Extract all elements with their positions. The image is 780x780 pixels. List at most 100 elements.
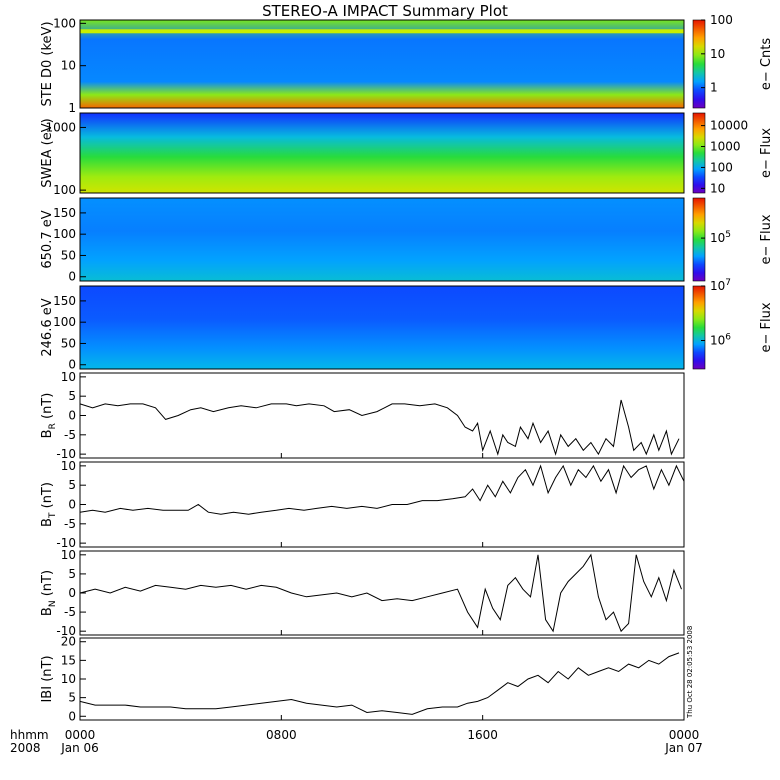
y-tick-label: 0 <box>68 586 76 600</box>
y-axis-label: IBI (nT) <box>40 655 55 702</box>
colorbar-tick-label: 10 <box>710 47 725 61</box>
colorbar-tick-label: 105 <box>710 230 731 245</box>
y-tick-label: 50 <box>61 336 76 350</box>
y-axis-label-symbol: B <box>40 518 55 527</box>
colorbar-label: e− Flux <box>759 302 774 352</box>
y-axis-label: STE D0 (keV) <box>40 21 55 106</box>
colorbar-label: e− Flux <box>759 214 774 264</box>
y-tick-label: 0 <box>68 409 76 423</box>
y-tick-label: 5 <box>68 389 76 403</box>
y-tick-label: 5 <box>68 478 76 492</box>
y-tick-label: 5 <box>68 691 76 705</box>
y-tick-label: 0 <box>68 498 76 512</box>
y-axis-label-unit: (nT) <box>40 655 55 685</box>
x-tick-label-date: Jan 07 <box>664 741 703 755</box>
y-axis-label-unit: (nT) <box>40 570 55 600</box>
y-tick-label: 10 <box>61 459 76 473</box>
y-tick-label: 0 <box>68 709 76 723</box>
x-tick-label-date: Jan 06 <box>60 741 99 755</box>
colorbar <box>692 19 706 109</box>
field-series-line <box>79 464 685 515</box>
colorbar-tick-label: 100 <box>710 160 733 174</box>
y-tick-label: 150 <box>53 294 76 308</box>
y-tick-label: -5 <box>64 605 76 619</box>
y-axis-label: 246.6 eV <box>40 298 55 356</box>
panel-frame <box>79 112 685 194</box>
y-tick-label: 1000 <box>45 120 76 134</box>
colorbar-label: e− Cnts <box>759 38 774 90</box>
y-tick-label: 1 <box>68 101 76 115</box>
colorbar-tick-label: 1000 <box>710 140 741 154</box>
colorbar-tick-label: 10000 <box>710 119 748 133</box>
y-tick-label: 150 <box>53 206 76 220</box>
spectrogram-channel-band <box>80 29 684 34</box>
colorbar-tick-label-exponent: 7 <box>725 278 731 288</box>
y-axis-label-subscript: T <box>48 512 58 519</box>
line-panel-4: 0 5 10 15 20 IBI (nT) <box>40 635 685 723</box>
y-tick-label: 100 <box>53 16 76 30</box>
y-axis-label-unit: (nT) <box>40 393 55 423</box>
y-tick-label: 10 <box>61 370 76 384</box>
y-tick-label: -10 <box>56 447 76 461</box>
y-axis-label-unit: (nT) <box>40 482 55 512</box>
colorbar <box>692 197 706 282</box>
y-axis-label: BT (nT) <box>40 482 58 527</box>
colorbar-tick-label: 10 <box>710 181 725 195</box>
y-tick-label: 15 <box>61 653 76 667</box>
y-axis-label-subscript: N <box>48 600 58 607</box>
spectrogram-field <box>80 113 684 193</box>
x-axis-label-year: 2008 <box>10 741 41 755</box>
x-axis-label-hhmm: hhmm <box>10 728 49 742</box>
spectrogram-field <box>80 286 684 369</box>
y-axis-label-symbol: IBI <box>40 686 55 703</box>
colorbar-tick-label-exponent: 6 <box>725 333 731 343</box>
panel-frame <box>79 461 685 548</box>
field-series-line <box>79 399 680 456</box>
y-axis-label: BR (nT) <box>40 393 58 439</box>
y-tick-label: 10 <box>61 548 76 562</box>
panel-frame <box>79 550 685 636</box>
x-tick-label-time: 0000 <box>669 728 700 742</box>
y-axis-label-symbol: B <box>40 607 55 616</box>
y-tick-label: 10 <box>61 672 76 686</box>
spectrogram-field <box>80 20 684 108</box>
field-series-line <box>79 553 682 633</box>
y-tick-label: 50 <box>61 248 76 262</box>
y-axis-label: 650.7 eV <box>40 210 55 268</box>
panel-frame <box>79 197 685 282</box>
x-tick-label-time: 0000 <box>65 728 96 742</box>
y-axis-label-symbol: B <box>40 429 55 438</box>
generation-timestamp: Thu Oct 28 02:05:53 2008 <box>686 626 694 719</box>
y-axis-label-subscript: R <box>48 423 58 429</box>
panel-frame <box>79 637 685 721</box>
panel-frame <box>79 285 685 370</box>
panel-frame <box>79 372 685 459</box>
y-tick-label: -10 <box>56 624 76 638</box>
colorbar-tick-label: 106 <box>710 333 731 348</box>
y-tick-label: 100 <box>53 183 76 197</box>
y-axis-label: SWEA (eV) <box>40 118 55 187</box>
y-tick-label: 20 <box>61 635 76 649</box>
y-axis-label: BN (nT) <box>40 570 58 616</box>
colorbar-label: e− Flux <box>759 128 774 178</box>
y-tick-label: 5 <box>68 567 76 581</box>
y-tick-label: 0 <box>68 358 76 372</box>
y-tick-label: -5 <box>64 428 76 442</box>
colorbar-tick-label: 100 <box>710 13 733 27</box>
colorbar-tick-label: 1 <box>710 81 718 95</box>
y-tick-label: 10 <box>61 59 76 73</box>
y-tick-label: 100 <box>53 315 76 329</box>
plot-title: STEREO-A IMPACT Summary Plot <box>262 2 508 20</box>
x-tick-label-time: 0800 <box>266 728 297 742</box>
spectrogram-field <box>80 198 684 281</box>
